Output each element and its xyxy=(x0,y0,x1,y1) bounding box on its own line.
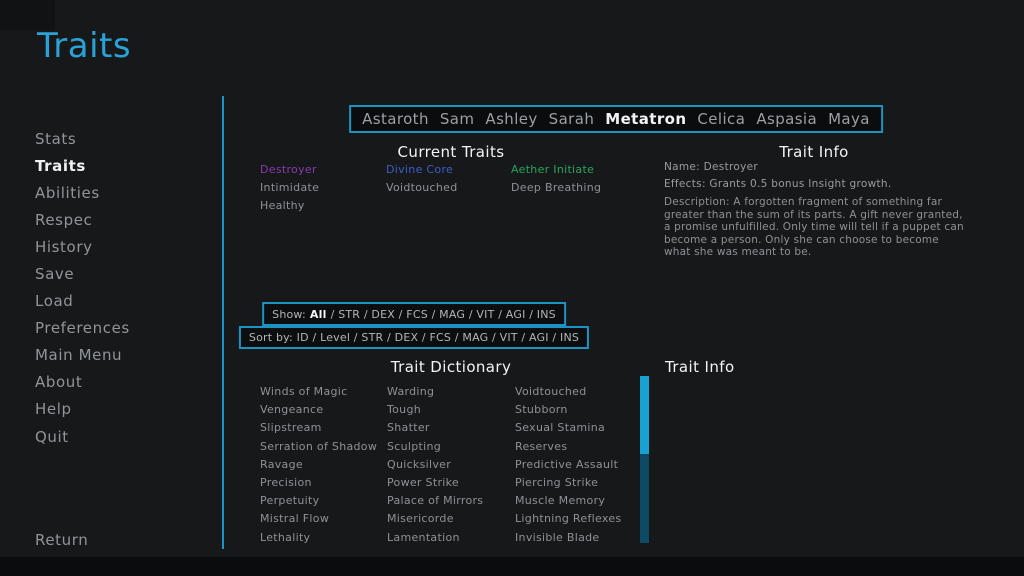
sidebar-item-save[interactable]: Save xyxy=(35,265,75,284)
dict-entry-tough[interactable]: Tough xyxy=(387,403,422,417)
dict-entry-reserves[interactable]: Reserves xyxy=(515,439,568,453)
dict-entry-muscle-memory[interactable]: Muscle Memory xyxy=(515,494,606,508)
sort-filter-bar: Sort by: ID / Level / STR / DEX / FCS / … xyxy=(238,326,590,349)
sidebar-item-main-menu[interactable]: Main Menu xyxy=(35,346,123,365)
current-trait-healthy[interactable]: Healthy xyxy=(260,199,305,212)
bottom-letterbox xyxy=(0,557,1024,576)
dict-entry-stubborn[interactable]: Stubborn xyxy=(515,403,568,417)
show-filter-all[interactable]: All xyxy=(309,307,327,321)
dictionary-scrollbar-track[interactable] xyxy=(640,376,649,543)
sidebar-item-abilities[interactable]: Abilities xyxy=(35,183,100,202)
sidebar-item-history[interactable]: History xyxy=(35,237,93,256)
corner-artifact xyxy=(0,0,55,30)
show-filter-bar: Show: All / STR / DEX / FCS / MAG / VIT … xyxy=(262,302,566,326)
current-trait-voidtouched[interactable]: Voidtouched xyxy=(386,181,458,194)
dict-entry-sexual-stamina[interactable]: Sexual Stamina xyxy=(515,421,606,435)
dict-entry-ravage[interactable]: Ravage xyxy=(260,457,303,471)
character-tab-astaroth[interactable]: Astaroth xyxy=(362,110,429,128)
dict-entry-piercing-strike[interactable]: Piercing Strike xyxy=(515,476,599,490)
current-trait-intimidate[interactable]: Intimidate xyxy=(260,181,320,194)
dict-entry-warding[interactable]: Warding xyxy=(387,385,435,398)
sidebar-item-return[interactable]: Return xyxy=(35,530,89,549)
character-selector: Astaroth Sam Ashley Sarah Metatron Celic… xyxy=(349,105,883,133)
current-traits-header: Current Traits xyxy=(397,143,505,161)
sidebar-item-about[interactable]: About xyxy=(35,373,83,392)
sidebar-item-preferences[interactable]: Preferences xyxy=(35,319,130,338)
dict-entry-vengeance[interactable]: Vengeance xyxy=(260,403,324,417)
character-tab-aspasia[interactable]: Aspasia xyxy=(756,110,818,128)
dict-entry-lethality[interactable]: Lethality xyxy=(260,530,311,544)
dict-entry-quicksilver[interactable]: Quicksilver xyxy=(387,457,452,471)
dict-entry-lightning-reflexes[interactable]: Lightning Reflexes xyxy=(515,512,622,526)
dict-entry-serration-of-shadow[interactable]: Serration of Shadow xyxy=(260,439,378,453)
dict-entry-slipstream[interactable]: Slipstream xyxy=(260,421,322,435)
sidebar-item-stats[interactable]: Stats xyxy=(35,129,77,148)
page-title: Traits xyxy=(37,26,132,66)
character-tab-ashley[interactable]: Ashley xyxy=(485,110,538,128)
character-tab-metatron[interactable]: Metatron xyxy=(605,110,687,128)
dict-entry-precision[interactable]: Precision xyxy=(260,476,312,490)
current-traits-column-1: Destroyer Intimidate Healthy xyxy=(260,161,319,215)
dict-entry-lamentation[interactable]: Lamentation xyxy=(387,530,460,544)
dict-entry-winds-of-magic[interactable]: Winds of Magic xyxy=(260,385,348,398)
dictionary-column-2: Warding Tough Shatter Sculpting Quicksil… xyxy=(387,383,483,547)
trait-info-description: Description: A forgotten fragment of som… xyxy=(664,196,964,258)
character-tab-sam[interactable]: Sam xyxy=(439,110,475,128)
dict-entry-mistral-flow[interactable]: Mistral Flow xyxy=(260,512,330,526)
show-filter-options[interactable]: / STR / DEX / FCS / MAG / VIT / AGI / IN… xyxy=(330,307,556,321)
trait-info-name: Name: Destroyer xyxy=(664,161,758,173)
character-tab-celica[interactable]: Celica xyxy=(697,110,746,128)
dictionary-column-3: Voidtouched Stubborn Sexual Stamina Rese… xyxy=(515,383,621,547)
character-tab-maya[interactable]: Maya xyxy=(828,110,870,128)
dict-entry-sculpting[interactable]: Sculpting xyxy=(387,439,442,453)
current-traits-column-2: Divine Core Voidtouched xyxy=(386,161,458,197)
show-filter-label: Show: xyxy=(272,307,306,321)
trait-info-effects: Effects: Grants 0.5 bonus Insight growth… xyxy=(664,178,892,190)
current-trait-deep-breathing[interactable]: Deep Breathing xyxy=(511,181,602,194)
dictionary-column-1: Winds of Magic Vengeance Slipstream Serr… xyxy=(260,383,377,547)
trait-dictionary-header: Trait Dictionary xyxy=(390,358,512,376)
trait-info-header: Trait Info xyxy=(779,143,849,161)
sidebar-menu: Stats Traits Abilities Respec History Sa… xyxy=(35,125,130,450)
sidebar-item-traits[interactable]: Traits xyxy=(35,156,86,175)
character-tab-sarah[interactable]: Sarah xyxy=(548,110,595,128)
sidebar-item-load[interactable]: Load xyxy=(35,292,74,311)
dict-entry-invisible-blade[interactable]: Invisible Blade xyxy=(515,530,600,544)
dict-entry-palace-of-mirrors[interactable]: Palace of Mirrors xyxy=(387,494,484,508)
sidebar-item-help[interactable]: Help xyxy=(35,400,72,419)
current-trait-aether-initiate[interactable]: Aether Initiate xyxy=(511,163,595,176)
sort-filter-options[interactable]: Sort by: ID / Level / STR / DEX / FCS / … xyxy=(248,331,580,344)
dict-entry-predictive-assault[interactable]: Predictive Assault xyxy=(515,457,619,471)
dict-entry-perpetuity[interactable]: Perpetuity xyxy=(260,494,320,508)
dictionary-trait-info-header: Trait Info xyxy=(665,358,735,376)
current-trait-destroyer[interactable]: Destroyer xyxy=(260,163,317,176)
current-trait-divine-core[interactable]: Divine Core xyxy=(386,163,454,176)
dict-entry-power-strike[interactable]: Power Strike xyxy=(387,476,459,490)
sidebar-item-quit[interactable]: Quit xyxy=(35,427,69,446)
dict-entry-misericorde[interactable]: Misericorde xyxy=(387,512,454,526)
sidebar-item-respec[interactable]: Respec xyxy=(35,210,93,229)
current-traits-column-3: Aether Initiate Deep Breathing xyxy=(511,161,601,197)
dictionary-scrollbar-thumb[interactable] xyxy=(640,376,649,454)
sidebar-divider xyxy=(222,96,224,549)
dict-entry-voidtouched[interactable]: Voidtouched xyxy=(515,385,587,398)
dict-entry-shatter[interactable]: Shatter xyxy=(387,421,430,435)
